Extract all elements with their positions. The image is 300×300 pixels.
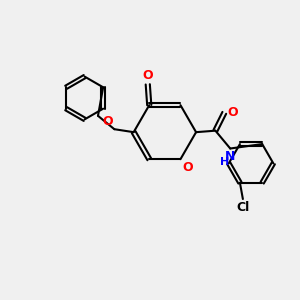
Text: O: O <box>142 69 153 82</box>
Text: O: O <box>227 106 238 119</box>
Text: O: O <box>182 161 193 174</box>
Text: N: N <box>225 150 236 163</box>
Text: H: H <box>220 157 230 167</box>
Text: O: O <box>102 115 113 128</box>
Text: Cl: Cl <box>236 201 250 214</box>
